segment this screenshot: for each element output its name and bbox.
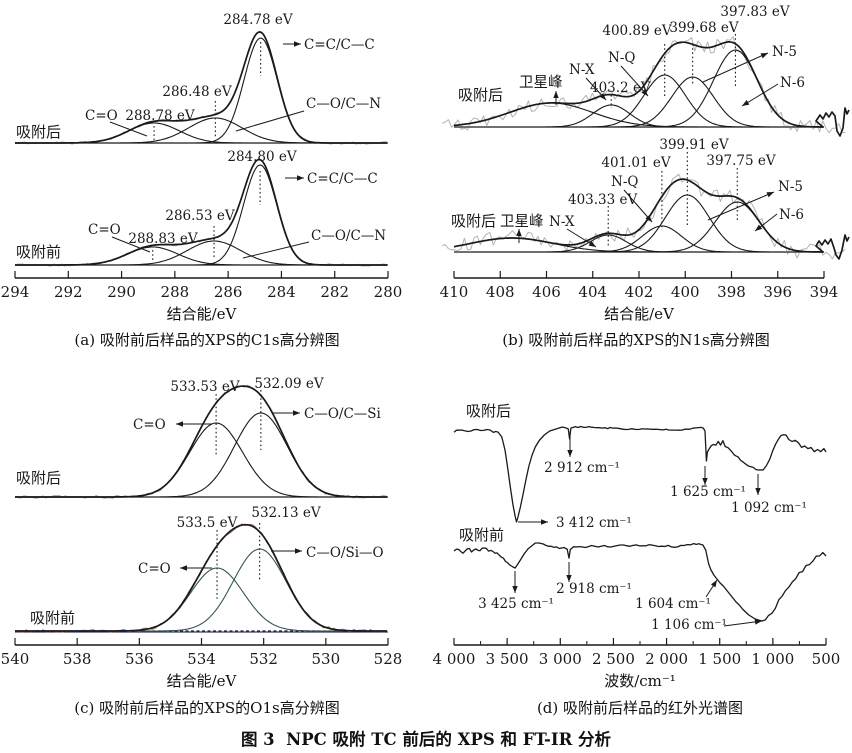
svg-text:284.78 eV: 284.78 eV bbox=[223, 12, 293, 28]
svg-text:500: 500 bbox=[812, 650, 841, 668]
svg-text:C—O/C—Si: C—O/C—Si bbox=[304, 406, 382, 422]
axis-label-ftir: 波数/cm⁻¹ bbox=[604, 672, 676, 690]
svg-text:C—O/C—N: C—O/C—N bbox=[311, 228, 386, 244]
caption-o1s: (c) 吸附前后样品的XPS的O1s高分辨图 bbox=[74, 699, 340, 717]
svg-text:3 000: 3 000 bbox=[539, 650, 582, 668]
svg-text:400.89 eV: 400.89 eV bbox=[602, 23, 672, 39]
svg-text:1 106 cm⁻¹: 1 106 cm⁻¹ bbox=[651, 617, 727, 633]
svg-text:N-6: N-6 bbox=[780, 75, 805, 91]
svg-text:403.33 eV: 403.33 eV bbox=[568, 192, 638, 208]
caption-n1s: (b) 吸附前后样品的XPS的N1s高分辨图 bbox=[502, 331, 770, 349]
svg-text:吸附后: 吸附后 bbox=[16, 469, 61, 487]
svg-text:534: 534 bbox=[187, 650, 216, 668]
svg-text:C=O: C=O bbox=[85, 108, 118, 124]
svg-text:286.53 eV: 286.53 eV bbox=[165, 208, 235, 224]
svg-text:532: 532 bbox=[249, 650, 278, 668]
svg-text:吸附前: 吸附前 bbox=[459, 526, 504, 544]
svg-text:2 000: 2 000 bbox=[645, 650, 688, 668]
axis-label-n1s: 结合能/eV bbox=[604, 305, 674, 323]
svg-text:1 500: 1 500 bbox=[698, 650, 741, 668]
svg-text:C—O/C—N: C—O/C—N bbox=[306, 96, 381, 112]
svg-text:294: 294 bbox=[1, 283, 30, 301]
svg-text:401.01 eV: 401.01 eV bbox=[601, 155, 671, 171]
svg-text:536: 536 bbox=[125, 650, 154, 668]
svg-text:540: 540 bbox=[1, 650, 30, 668]
svg-text:吸附后: 吸附后 bbox=[16, 123, 61, 141]
svg-text:402: 402 bbox=[625, 283, 654, 301]
svg-text:533.5 eV: 533.5 eV bbox=[177, 515, 238, 531]
svg-text:吸附后: 吸附后 bbox=[458, 86, 503, 104]
svg-text:284.80 eV: 284.80 eV bbox=[227, 149, 297, 165]
svg-text:C=O: C=O bbox=[88, 222, 121, 238]
svg-text:404: 404 bbox=[578, 283, 607, 301]
svg-text:399.68 eV: 399.68 eV bbox=[669, 20, 739, 36]
svg-text:吸附前: 吸附前 bbox=[30, 609, 75, 627]
svg-text:吸附后: 吸附后 bbox=[451, 212, 496, 230]
svg-text:538: 538 bbox=[63, 650, 92, 668]
axis-label-c1s: 结合能/eV bbox=[166, 305, 237, 323]
svg-text:卫星峰: 卫星峰 bbox=[519, 74, 563, 91]
svg-text:1 625 cm⁻¹: 1 625 cm⁻¹ bbox=[670, 484, 746, 500]
svg-text:408: 408 bbox=[486, 283, 515, 301]
svg-text:1 604 cm⁻¹: 1 604 cm⁻¹ bbox=[635, 596, 711, 612]
svg-text:N-5: N-5 bbox=[778, 179, 803, 195]
svg-text:3 412 cm⁻¹: 3 412 cm⁻¹ bbox=[556, 515, 632, 531]
svg-text:403.2 eV: 403.2 eV bbox=[590, 80, 651, 96]
svg-text:288.78 eV: 288.78 eV bbox=[125, 108, 195, 124]
svg-text:532.09 eV: 532.09 eV bbox=[254, 376, 324, 392]
svg-text:2 500: 2 500 bbox=[592, 650, 635, 668]
svg-text:吸附后: 吸附后 bbox=[466, 402, 511, 420]
svg-text:280: 280 bbox=[374, 283, 403, 301]
svg-text:2 912 cm⁻¹: 2 912 cm⁻¹ bbox=[544, 460, 620, 476]
svg-text:3 425 cm⁻¹: 3 425 cm⁻¹ bbox=[478, 596, 554, 612]
svg-text:400: 400 bbox=[671, 283, 700, 301]
svg-text:卫星峰: 卫星峰 bbox=[500, 213, 544, 230]
svg-text:290: 290 bbox=[107, 283, 136, 301]
svg-text:N-X: N-X bbox=[549, 214, 575, 230]
svg-text:C=O: C=O bbox=[133, 417, 166, 433]
svg-text:398: 398 bbox=[717, 283, 746, 301]
svg-text:288: 288 bbox=[161, 283, 190, 301]
svg-text:532.13 eV: 532.13 eV bbox=[251, 505, 321, 521]
svg-text:530: 530 bbox=[312, 650, 341, 668]
svg-text:394: 394 bbox=[810, 283, 839, 301]
svg-text:2 918 cm⁻¹: 2 918 cm⁻¹ bbox=[556, 581, 632, 597]
svg-text:533.53 eV: 533.53 eV bbox=[170, 379, 240, 395]
svg-text:528: 528 bbox=[374, 650, 403, 668]
svg-text:286: 286 bbox=[214, 283, 243, 301]
svg-text:N-6: N-6 bbox=[779, 207, 804, 223]
svg-text:C—O/Si—O: C—O/Si—O bbox=[306, 545, 384, 561]
svg-text:288.83 eV: 288.83 eV bbox=[128, 231, 198, 247]
svg-text:286.48 eV: 286.48 eV bbox=[162, 84, 232, 100]
svg-text:282: 282 bbox=[320, 283, 349, 301]
svg-text:284: 284 bbox=[267, 283, 296, 301]
svg-text:N-Q: N-Q bbox=[611, 174, 638, 190]
svg-text:1 092 cm⁻¹: 1 092 cm⁻¹ bbox=[731, 500, 807, 516]
svg-text:N-5: N-5 bbox=[772, 44, 797, 60]
caption-ftir: (d) 吸附前后样品的红外光谱图 bbox=[536, 699, 744, 717]
caption-c1s: (a) 吸附前后样品的XPS的C1s高分辨图 bbox=[74, 331, 340, 349]
svg-text:292: 292 bbox=[54, 283, 83, 301]
svg-text:397.83 eV: 397.83 eV bbox=[720, 4, 790, 20]
svg-text:399.91 eV: 399.91 eV bbox=[659, 137, 729, 153]
figure-title: 图 3 NPC 吸附 TC 前后的 XPS 和 FT-IR 分析 bbox=[240, 730, 612, 749]
svg-text:4 000: 4 000 bbox=[433, 650, 476, 668]
svg-text:406: 406 bbox=[532, 283, 561, 301]
svg-text:C=O: C=O bbox=[138, 561, 171, 577]
svg-text:3 500: 3 500 bbox=[486, 650, 529, 668]
svg-text:C=C/C—C: C=C/C—C bbox=[307, 171, 378, 187]
svg-text:410: 410 bbox=[440, 283, 469, 301]
svg-text:396: 396 bbox=[763, 283, 792, 301]
svg-text:1 000: 1 000 bbox=[751, 650, 794, 668]
svg-text:397.75 eV: 397.75 eV bbox=[706, 153, 776, 169]
svg-text:吸附前: 吸附前 bbox=[16, 243, 61, 261]
svg-text:N-X: N-X bbox=[569, 62, 595, 78]
svg-text:N-Q: N-Q bbox=[608, 50, 635, 66]
axis-label-o1s: 结合能/eV bbox=[166, 672, 237, 690]
svg-text:C=C/C—C: C=C/C—C bbox=[304, 37, 375, 53]
